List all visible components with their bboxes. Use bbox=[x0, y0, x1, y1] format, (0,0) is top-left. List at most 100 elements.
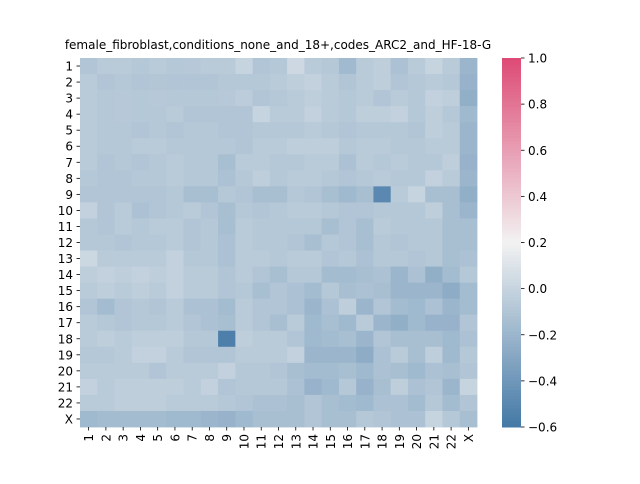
heatmap-cell bbox=[442, 298, 461, 316]
colorbar-segment bbox=[502, 319, 521, 323]
heatmap-cell bbox=[373, 90, 392, 107]
heatmap-cell bbox=[407, 266, 426, 284]
heatmap-cell bbox=[321, 90, 340, 107]
heatmap-cell bbox=[149, 378, 167, 396]
heatmap-cell bbox=[200, 250, 219, 267]
heatmap-cell bbox=[200, 170, 219, 187]
colorbar-segment bbox=[502, 334, 521, 339]
heatmap-cell bbox=[218, 90, 236, 107]
heatmap-cell bbox=[407, 298, 426, 316]
heatmap-cell bbox=[97, 202, 115, 219]
colorbar-segment bbox=[502, 214, 521, 219]
heatmap-cell bbox=[114, 218, 133, 235]
column-tick-label: 10 bbox=[237, 434, 251, 449]
heatmap-cell bbox=[459, 138, 478, 155]
heatmap-cell bbox=[97, 234, 115, 251]
heatmap-cell bbox=[252, 314, 271, 332]
heatmap-cell bbox=[304, 186, 323, 203]
colorbar-segment bbox=[502, 165, 521, 170]
heatmap-cell bbox=[97, 298, 115, 316]
heatmap-cell bbox=[425, 298, 443, 316]
heatmap-cell bbox=[304, 202, 323, 219]
heatmap-cell bbox=[149, 122, 167, 139]
column-tick-label: 4 bbox=[134, 434, 148, 442]
heatmap-cell bbox=[218, 266, 236, 284]
heatmap-cell bbox=[304, 170, 323, 187]
colorbar-segment bbox=[502, 279, 521, 283]
heatmap-cell bbox=[425, 186, 443, 203]
heatmap-cell bbox=[287, 122, 305, 139]
colorbar-segment bbox=[502, 224, 521, 228]
heatmap-cell bbox=[442, 218, 461, 235]
heatmap-cell bbox=[390, 346, 409, 364]
heatmap-cell bbox=[425, 250, 443, 267]
heatmap-cell bbox=[459, 410, 478, 428]
heatmap-cell bbox=[390, 90, 409, 107]
heatmap-cell bbox=[218, 186, 236, 203]
heatmap-cell bbox=[287, 250, 305, 267]
heatmap-cell bbox=[97, 282, 115, 300]
heatmap-cell bbox=[97, 250, 115, 267]
colorbar-segment bbox=[502, 417, 521, 422]
heatmap-cell bbox=[407, 122, 426, 139]
heatmap-cell bbox=[166, 410, 184, 428]
heatmap-cell bbox=[321, 202, 340, 219]
heatmap-cell bbox=[425, 218, 443, 235]
heatmap-cell bbox=[114, 298, 133, 316]
heatmap-cell bbox=[356, 58, 374, 75]
row-tick-label: 15 bbox=[58, 284, 73, 298]
heatmap-cell bbox=[407, 186, 426, 203]
heatmap-cell bbox=[183, 282, 202, 300]
heatmap-cell bbox=[269, 282, 288, 300]
heatmap-cell bbox=[235, 330, 254, 348]
colorbar-segment bbox=[502, 177, 521, 182]
heatmap-cell bbox=[183, 74, 202, 91]
heatmap-cell bbox=[235, 394, 254, 412]
heatmap-cell bbox=[269, 330, 288, 348]
heatmap-cell bbox=[442, 378, 461, 396]
heatmap-cell bbox=[200, 90, 219, 107]
heatmap-cell bbox=[269, 234, 288, 251]
heatmap-cell bbox=[390, 154, 409, 171]
row-tick-label: 1 bbox=[65, 60, 73, 74]
heatmap-cell bbox=[287, 378, 305, 396]
heatmap-cell bbox=[287, 154, 305, 171]
heatmap-cell bbox=[390, 298, 409, 316]
heatmap-cell bbox=[321, 186, 340, 203]
colorbar-segment bbox=[502, 362, 521, 367]
heatmap-cell bbox=[252, 362, 271, 380]
colorbar-segment bbox=[502, 94, 521, 99]
heatmap-cell bbox=[252, 266, 271, 284]
heatmap-cell bbox=[269, 58, 288, 75]
heatmap-cell bbox=[269, 202, 288, 219]
heatmap-cell bbox=[114, 330, 133, 348]
heatmap-cell bbox=[235, 58, 254, 75]
heatmap-cell bbox=[442, 90, 461, 107]
heatmap-cell bbox=[459, 74, 478, 91]
heatmap-cell bbox=[425, 330, 443, 348]
colorbar-segment bbox=[502, 273, 521, 277]
colorbar-segment bbox=[502, 181, 521, 185]
colorbar-segment bbox=[502, 420, 521, 425]
heatmap-cell bbox=[149, 90, 167, 107]
heatmap-cell bbox=[80, 346, 98, 364]
colorbar-segment bbox=[502, 199, 521, 204]
heatmap-cell bbox=[338, 218, 357, 235]
heatmap-cell bbox=[252, 378, 271, 396]
row-tick-label: 17 bbox=[58, 316, 73, 330]
column-tick-label: X bbox=[462, 434, 476, 442]
heatmap-cell bbox=[373, 138, 392, 155]
heatmap-cell bbox=[131, 410, 150, 428]
colorbar-segment bbox=[502, 125, 521, 130]
heatmap-cell bbox=[407, 330, 426, 348]
heatmap-cell bbox=[252, 330, 271, 348]
heatmap-cell bbox=[356, 90, 374, 107]
colorbar-segment bbox=[502, 294, 521, 299]
heatmap-cell bbox=[425, 394, 443, 412]
heatmap-cell bbox=[442, 74, 461, 91]
colorbar-segment bbox=[502, 187, 521, 191]
heatmap-cell bbox=[338, 314, 357, 332]
heatmap-cell bbox=[356, 346, 374, 364]
heatmap-cell bbox=[390, 330, 409, 348]
colorbar-segment bbox=[502, 260, 521, 265]
